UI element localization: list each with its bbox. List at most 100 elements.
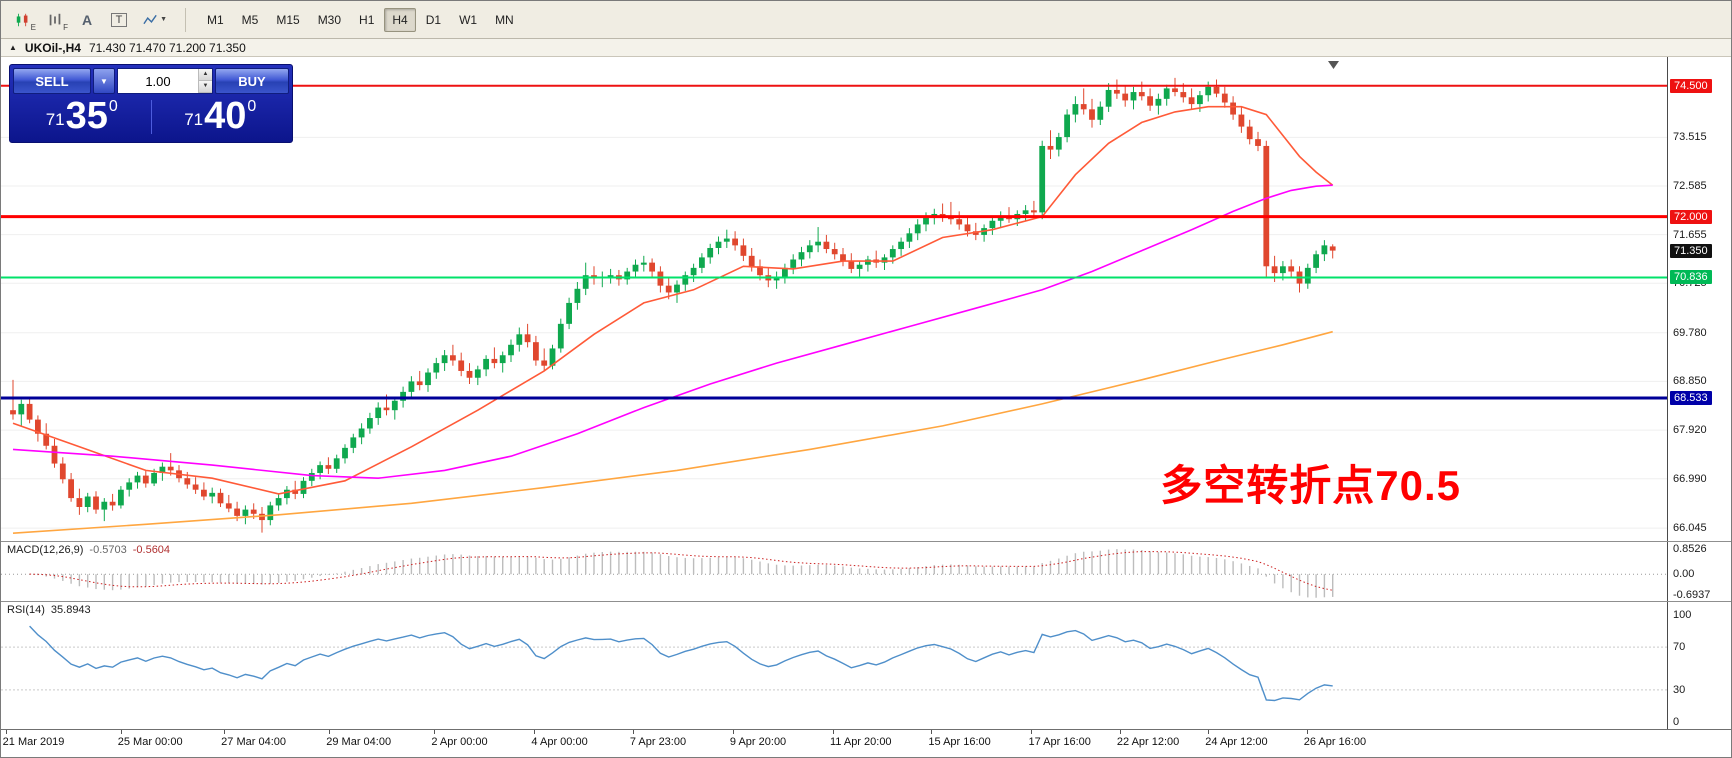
macd-signal-value: -0.5604 — [132, 544, 171, 556]
spinner-down-icon: ▼ — [202, 83, 209, 89]
volume-input[interactable] — [117, 69, 199, 93]
sell-price-display[interactable]: 71 35 0 — [13, 97, 151, 135]
chevron-down-icon: ▼ — [100, 76, 108, 86]
time-axis-label: 15 Apr 16:00 — [928, 736, 991, 748]
timeframe-button-d1[interactable]: D1 — [418, 8, 449, 32]
time-axis-label: 4 Apr 00:00 — [531, 736, 588, 748]
price-axis-badge: 70.836 — [1670, 270, 1712, 285]
time-axis-label: 9 Apr 20:00 — [729, 736, 787, 748]
macd-axis-tick: 0.8526 — [1673, 543, 1707, 555]
time-axis-tick — [224, 730, 226, 734]
price-axis[interactable]: 73.51572.58571.65570.72569.78068.85067.9… — [1667, 57, 1731, 541]
price-axis-tick: 66.990 — [1673, 472, 1707, 485]
crosshair-glyph — [143, 14, 157, 24]
rsi-indicator-name: RSI(14) — [7, 604, 45, 616]
time-axis-tick — [832, 730, 834, 734]
collapse-triangle-icon[interactable]: ▲ — [9, 43, 17, 52]
candlestick-glyph — [16, 13, 28, 26]
time-axis-tick — [732, 730, 734, 734]
price-axis-tick: 72.585 — [1673, 179, 1707, 192]
timeframe-button-m15[interactable]: M15 — [268, 8, 307, 32]
rsi-canvas[interactable] — [1, 602, 1669, 730]
fast-ma-line — [12, 105, 1334, 495]
time-axis-label: 29 Mar 04:00 — [326, 736, 392, 748]
macd-canvas[interactable] — [1, 542, 1669, 602]
buy-price-point: 0 — [247, 98, 257, 115]
chart-annotation-text[interactable]: 多空转折点70.5 — [1160, 461, 1461, 509]
time-axis-label: 2 Apr 00:00 — [431, 736, 488, 748]
quote-divider — [150, 99, 152, 134]
time-axis-tick — [1031, 730, 1033, 734]
chart-title-strip: ▲ UKOil-,H4 71.430 71.470 71.200 71.350 — [1, 39, 1731, 57]
time-axis-tick — [1306, 730, 1308, 734]
time-axis-tick — [1119, 730, 1121, 734]
text-tool-icon[interactable]: T — [104, 7, 134, 33]
rsi-axis-tick: 0 — [1673, 716, 1680, 728]
mid-ma-line — [12, 184, 1333, 480]
price-axis-tick: 71.655 — [1673, 228, 1707, 241]
timeframe-button-h1[interactable]: H1 — [351, 8, 382, 32]
price-axis-tick: 68.850 — [1673, 375, 1707, 388]
time-axis-label: 26 Apr 16:00 — [1303, 736, 1367, 748]
sell-button[interactable]: SELL — [13, 68, 91, 94]
buy-price-pips: 40 — [204, 94, 247, 137]
time-axis-tick — [931, 730, 933, 734]
buy-price-display[interactable]: 71 40 0 — [152, 94, 290, 137]
crosshair-dropdown-icon[interactable]: ▼ — [136, 7, 174, 33]
price-axis-badge: 68.533 — [1670, 390, 1712, 405]
timeframe-button-mn[interactable]: MN — [487, 8, 522, 32]
spinner-up-icon: ▲ — [202, 71, 209, 77]
timeframe-group: M1 M5 M15 M30 H1 H4 D1 W1 MN — [198, 7, 523, 32]
volume-spinner: ▲ ▼ — [198, 69, 212, 93]
main-chart-region: 73.51572.58571.65570.72569.78068.85067.9… — [1, 57, 1731, 541]
timeframe-button-w1[interactable]: W1 — [451, 8, 485, 32]
rsi-value: 35.8943 — [50, 604, 91, 616]
text-tool-glyph: T — [110, 12, 128, 27]
rsi-axis-tick: 70 — [1673, 641, 1686, 654]
timeframe-button-m5[interactable]: M5 — [234, 8, 267, 32]
rsi-axis-tick: 100 — [1673, 609, 1692, 621]
volume-decrease-button[interactable]: ▼ — [199, 81, 212, 93]
volume-dropdown-button[interactable]: ▼ — [93, 68, 115, 94]
letter-a-icon[interactable]: A — [72, 7, 102, 33]
time-axis-label: 22 Apr 12:00 — [1116, 736, 1180, 748]
bar-chart-glyph — [49, 13, 61, 25]
time-axis-label: 25 Mar 00:00 — [117, 736, 183, 748]
macd-axis-tick: 0.00 — [1673, 568, 1695, 581]
price-axis-tick: 69.780 — [1673, 326, 1707, 339]
timeframe-button-h4[interactable]: H4 — [384, 7, 416, 32]
symbol-label: UKOil-,H4 — [24, 40, 81, 55]
rsi-axis[interactable]: 100 70 30 0 — [1667, 602, 1731, 729]
icon-subscript-e: E — [30, 22, 36, 32]
time-axis[interactable]: 21 Mar 2019 25 Mar 00:00 27 Mar 04:00 29 Ma… — [1, 729, 1731, 757]
price-axis-tick: 67.920 — [1673, 424, 1707, 437]
time-axis-tick — [632, 730, 634, 734]
chevron-down-icon: ▼ — [160, 16, 167, 23]
buy-button[interactable]: BUY — [215, 68, 289, 94]
chart-shift-marker-icon — [1328, 61, 1339, 69]
time-axis-label: 7 Apr 23:00 — [629, 736, 687, 748]
volume-input-group: ▲ ▼ — [116, 68, 213, 94]
timeframe-button-m30[interactable]: M30 — [310, 8, 349, 32]
time-axis-label: 21 Mar 2019 — [2, 736, 65, 748]
macd-indicator-name: MACD(12,26,9) — [7, 544, 84, 556]
candlestick-chart-icon[interactable]: E — [8, 7, 38, 33]
macd-axis[interactable]: 0.8526 0.00 -0.6937 — [1667, 542, 1731, 601]
one-click-trading-panel: SELL ▼ ▲ ▼ BUY 71 35 0 — [9, 64, 293, 143]
time-axis-tick — [434, 730, 436, 734]
rsi-axis-tick: 30 — [1673, 683, 1686, 696]
time-axis-label: 11 Apr 20:00 — [829, 736, 892, 748]
time-axis-label: 27 Mar 04:00 — [221, 736, 286, 748]
price-axis-badge: 72.000 — [1670, 209, 1712, 224]
time-axis-tick — [329, 730, 331, 734]
buy-price-big-figure: 71 — [184, 110, 204, 129]
macd-main-value: -0.5703 — [89, 544, 127, 556]
timeframe-button-m1[interactable]: M1 — [199, 8, 232, 32]
bar-chart-icon[interactable]: F — [40, 7, 70, 33]
time-axis-tick — [120, 730, 122, 734]
time-axis-tick — [5, 730, 7, 734]
macd-panel: MACD(12,26,9) -0.5703 -0.5604 0.8526 0.00… — [1, 541, 1731, 601]
volume-increase-button[interactable]: ▲ — [199, 69, 212, 81]
macd-label: MACD(12,26,9) -0.5703 -0.5604 — [7, 544, 170, 556]
